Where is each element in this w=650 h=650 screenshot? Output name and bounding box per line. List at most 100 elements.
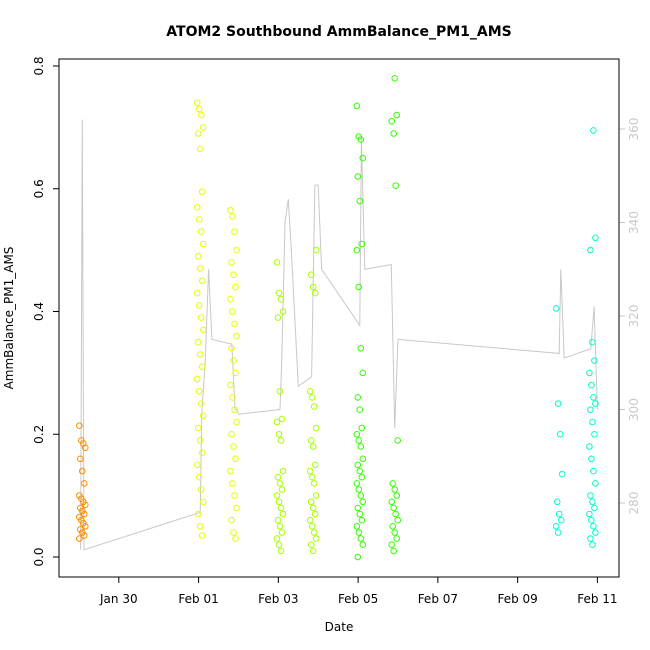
scatter-point <box>306 388 314 395</box>
scatter-point <box>231 228 238 235</box>
scatter-point <box>227 381 234 389</box>
scatter-point <box>354 173 362 180</box>
scatter-point <box>279 510 287 518</box>
scatter-point <box>195 105 203 113</box>
scatter-point <box>392 510 400 518</box>
scatter-point <box>591 357 598 364</box>
scatter-point <box>196 265 204 272</box>
x-tick-label: Feb 07 <box>418 592 458 606</box>
y-tick-label: 0.6 <box>32 179 46 198</box>
scatter-point <box>393 535 401 542</box>
scatter-point <box>311 510 319 518</box>
scatter-point <box>586 510 593 518</box>
scatter-point <box>199 326 207 334</box>
scatter-point <box>587 492 594 499</box>
scatter-point <box>278 529 286 536</box>
scatter-point <box>359 154 367 162</box>
scatter-point <box>196 437 204 444</box>
scatter-point <box>308 394 316 401</box>
scatter-point <box>233 246 240 254</box>
scatter-point <box>357 345 365 352</box>
scatter-point <box>227 206 234 214</box>
scatter-point <box>353 246 361 254</box>
scatter-point <box>355 486 363 493</box>
scatter-point <box>309 504 317 512</box>
scatter-point <box>390 130 398 137</box>
scatter-point <box>279 467 287 475</box>
scatter-point <box>309 443 317 450</box>
scatter-point <box>356 467 364 475</box>
scatter-point <box>233 504 240 512</box>
scatter-point <box>586 443 593 450</box>
scatter-point <box>275 541 283 549</box>
scatter-point <box>592 529 599 536</box>
scatter-point <box>393 111 401 119</box>
x-tick-label: Feb 05 <box>338 592 378 606</box>
scatter-point <box>394 516 402 524</box>
scatter-point <box>391 486 399 493</box>
scatter-point <box>230 357 237 364</box>
scatter-point <box>196 523 204 530</box>
scatter-point <box>198 188 206 196</box>
scatter-point <box>79 467 86 475</box>
scatter-point <box>355 529 363 536</box>
scatter-point <box>353 480 361 487</box>
x-tick-label: Jan 30 <box>99 592 138 606</box>
scatter-point <box>356 406 364 414</box>
scatter-point <box>309 547 317 555</box>
scatter-point <box>77 455 84 463</box>
y2-tick-label: 280 <box>627 492 641 515</box>
scatter-point <box>82 501 89 509</box>
scatter-point <box>228 431 235 438</box>
scatter-point <box>389 480 397 487</box>
scatter-point <box>275 431 283 438</box>
scatter-point <box>592 400 599 407</box>
scatter-point <box>589 338 596 346</box>
scatter-point <box>552 305 560 312</box>
scatter-point <box>276 523 284 530</box>
scatter-point <box>194 338 202 346</box>
scatter-point <box>592 480 599 487</box>
scatter-point <box>590 127 597 134</box>
scatter-point <box>310 403 318 410</box>
scatter-point <box>306 467 314 475</box>
scatter-point <box>76 535 83 542</box>
scatter-point <box>589 418 596 426</box>
scatter-point <box>197 111 205 119</box>
scatter-point <box>309 283 317 291</box>
scatter-point <box>311 289 319 297</box>
scatter-point <box>277 547 285 555</box>
scatter-point <box>354 461 362 469</box>
scatter-point <box>388 498 396 506</box>
y-tick-label: 0.4 <box>32 302 46 321</box>
scatter-point <box>355 283 363 291</box>
scatter-point <box>199 412 207 420</box>
scatter-point <box>81 480 88 487</box>
scatter-point <box>82 523 89 530</box>
scatter-point <box>311 461 319 469</box>
scatter-point <box>230 529 237 536</box>
scatter-point <box>358 516 366 524</box>
scatter-point <box>390 504 398 512</box>
scatter-point <box>197 486 205 493</box>
scatter-point <box>591 504 598 512</box>
scatter-point <box>277 295 285 303</box>
scatter-point <box>230 271 237 279</box>
scatter-point <box>554 400 562 407</box>
scatter-point <box>590 523 597 530</box>
y2-tick-label: 300 <box>627 398 641 421</box>
plot-layer: Jan 30 Feb 01 Feb 03 Feb 05 Feb 07 Feb 09 Feb … <box>32 56 641 606</box>
scatter-point <box>274 314 282 321</box>
scatter-point <box>392 182 400 189</box>
scatter-point <box>391 529 399 536</box>
scatter-point <box>195 302 203 309</box>
scatter-point <box>198 449 206 457</box>
chart-title: ATOM2 Southbound AmmBalance_PM1_AMS <box>166 24 511 40</box>
scatter-point <box>198 363 206 371</box>
scatter-point <box>76 422 83 430</box>
scatter-point <box>312 246 320 254</box>
scatter-point <box>312 535 320 542</box>
scatter-point <box>277 437 285 444</box>
